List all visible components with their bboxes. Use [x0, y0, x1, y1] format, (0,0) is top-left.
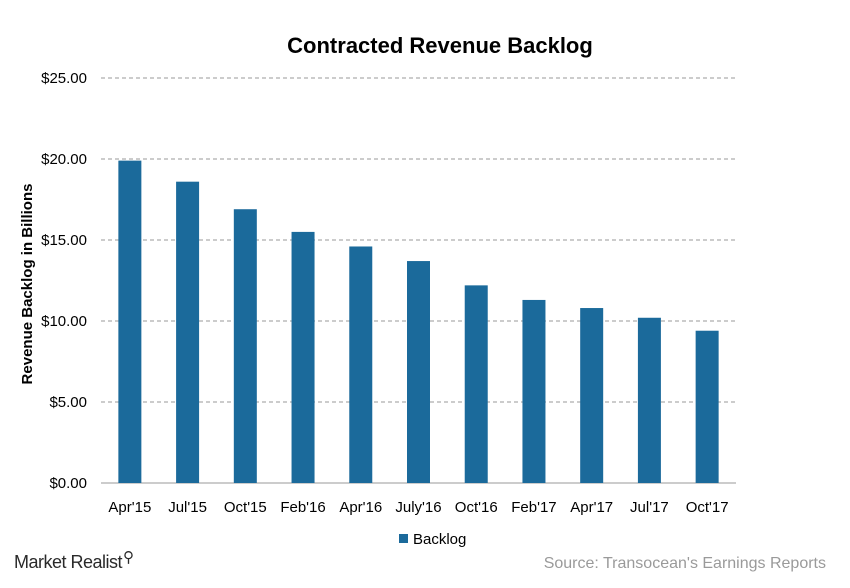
bar: [176, 181, 200, 483]
bar: [580, 308, 604, 483]
source-note: Source: Transocean's Earnings Reports: [543, 555, 826, 572]
brand-logo: Market Realist⚲: [14, 549, 134, 573]
bar: [349, 246, 373, 483]
y-tick-label: $10.00: [41, 313, 87, 330]
bar: [118, 160, 142, 483]
y-tick-label: $15.00: [41, 232, 87, 249]
bars: [118, 160, 719, 483]
y-tick-label: $25.00: [41, 70, 87, 87]
x-tick-label: Oct'17: [686, 499, 729, 516]
brand-name: Market Realist: [14, 552, 123, 572]
y-tick-label: $20.00: [41, 151, 87, 168]
bar: [522, 299, 546, 483]
x-tick-label: Apr'17: [570, 499, 613, 516]
bar: [407, 261, 430, 483]
bar: [637, 317, 661, 483]
chart-title: Contracted Revenue Backlog: [287, 33, 593, 58]
y-axis-label: Revenue Backlog in Billions: [19, 184, 36, 385]
legend: Backlog: [399, 531, 466, 548]
x-axis-ticks: Apr'15 Jul'15 Oct'15 Feb'16 Apr'16 July'16 Oct…: [108, 499, 728, 516]
y-tick-label: $0.00: [49, 475, 87, 492]
bar: [291, 231, 315, 483]
y-axis-ticks: $0.00 $5.00 $10.00 $15.00 $20.00 $25.00: [41, 70, 87, 492]
x-tick-label: Jul'17: [630, 499, 669, 516]
bar: [464, 285, 488, 483]
magnifier-icon: ⚲: [123, 549, 134, 566]
bar: [695, 330, 719, 483]
x-tick-label: Feb'16: [280, 499, 325, 516]
bar: [233, 209, 257, 483]
x-tick-label: Jul'15: [168, 499, 207, 516]
legend-label: Backlog: [413, 531, 466, 548]
x-tick-label: Apr'15: [108, 499, 151, 516]
x-tick-label: Oct'15: [224, 499, 267, 516]
x-tick-label: July'16: [395, 499, 441, 516]
x-tick-label: Oct'16: [455, 499, 498, 516]
legend-swatch: [399, 534, 408, 543]
x-tick-label: Apr'16: [339, 499, 382, 516]
x-tick-label: Feb'17: [511, 499, 556, 516]
y-tick-label: $5.00: [49, 394, 87, 411]
